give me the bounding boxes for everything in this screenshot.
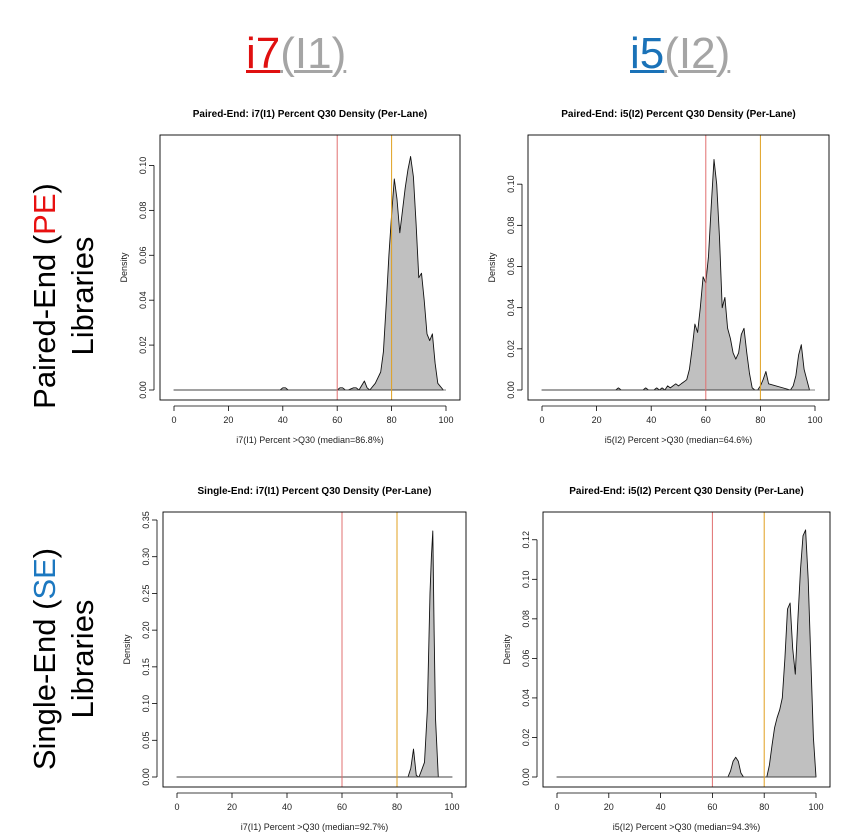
row-header-paired-end-line1: Paired-End (PE) [27,183,62,409]
x-tick-label: 80 [755,415,765,425]
x-tick-label: 40 [278,415,288,425]
x-tick-label: 60 [701,415,711,425]
x-tick-label: 100 [808,802,823,812]
i7-label: i7 [246,29,281,78]
x-axis-label: i5(I2) Percent >Q30 (median=94.3%) [613,822,761,832]
x-tick-label: 20 [592,415,602,425]
x-tick-label: 20 [227,802,237,812]
y-tick-label: 0.10 [141,695,151,713]
row-header-paired-end: Paired-End (PE) Libraries [26,146,102,446]
y-tick-label: 0.06 [138,247,148,265]
y-tick-label: 0.04 [521,689,531,707]
plot-frame [527,134,830,401]
density-chart-pe-i5: Paired-End: i5(I2) Percent Q30 Density (… [487,109,830,445]
x-tick-label: 0 [174,802,179,812]
x-tick-label: 20 [604,802,614,812]
x-tick-label: 100 [807,415,822,425]
chart-title: Paired-End: i7(I1) Percent Q30 Density (… [193,109,428,120]
y-tick-label: 0.10 [506,175,516,193]
x-tick-label: 60 [337,802,347,812]
plot-frame [542,511,831,788]
x-tick-label: 100 [444,802,459,812]
y-tick-label: 0.10 [138,157,148,175]
x-tick-label: 80 [387,415,397,425]
x-tick-label: 40 [656,802,666,812]
x-tick-label: 100 [438,415,453,425]
x-tick-label: 80 [759,802,769,812]
x-tick-label: 0 [539,415,544,425]
x-tick-label: 20 [223,415,233,425]
y-tick-label: 0.12 [521,531,531,549]
row-header-single-end-line1: Single-End (SE) [27,547,62,771]
density-area [541,159,810,391]
y-tick-label: 0.04 [506,299,516,317]
row-header-single-end: Single-End (SE) Libraries [26,509,102,809]
plot-frame [159,134,461,401]
y-axis-label: Density [119,252,129,283]
y-tick-label: 0.04 [138,291,148,309]
chart-title: Single-End: i7(I1) Percent Q30 Density (… [198,486,432,497]
x-tick-label: 40 [282,802,292,812]
chart-title: Paired-End: i5(I2) Percent Q30 Density (… [561,109,796,120]
y-tick-label: 0.00 [141,768,151,786]
density-area [176,530,453,778]
x-tick-label: 0 [554,802,559,812]
i5-label: i5 [630,29,665,78]
y-tick-label: 0.06 [506,258,516,276]
y-tick-label: 0.20 [141,621,151,639]
y-tick-label: 0.05 [141,732,151,750]
x-tick-label: 0 [171,415,176,425]
density-chart-se-i7: Single-End: i7(I1) Percent Q30 Density (… [122,486,467,832]
density-area [556,529,817,778]
x-tick-label: 80 [392,802,402,812]
y-tick-label: 0.25 [141,585,151,603]
x-tick-label: 60 [707,802,717,812]
y-tick-label: 0.35 [141,511,151,529]
y-axis-label: Density [487,252,497,283]
x-tick-label: 40 [646,415,656,425]
y-axis-label: Density [122,634,132,665]
y-tick-label: 0.02 [138,336,148,354]
y-axis-label: Density [502,634,512,665]
y-tick-label: 0.06 [521,650,531,668]
x-tick-label: 60 [332,415,342,425]
y-tick-label: 0.02 [506,340,516,358]
y-tick-label: 0.08 [506,217,516,235]
x-axis-label: i7(I1) Percent >Q30 (median=86.8%) [236,435,384,445]
y-tick-label: 0.08 [138,202,148,220]
y-tick-label: 0.30 [141,548,151,566]
density-chart-se-i5-paired-title: Paired-End: i5(I2) Percent Q30 Density (… [502,486,831,832]
y-tick-label: 0.02 [521,729,531,747]
column-header-i7: i7(I1) [246,26,346,82]
y-tick-label: 0.08 [521,610,531,628]
y-tick-label: 0.15 [141,658,151,676]
x-axis-label: i5(I2) Percent >Q30 (median=64.6%) [605,435,753,445]
y-tick-label: 0.10 [521,571,531,589]
y-tick-label: 0.00 [138,381,148,399]
y-tick-label: 0.00 [521,768,531,786]
row-header-single-end-line2: Libraries [65,599,100,719]
i2-label: (I2) [664,29,731,78]
i1-label: (I1) [280,29,347,78]
density-area [173,156,444,391]
chart-title: Paired-End: i5(I2) Percent Q30 Density (… [569,486,804,497]
x-axis-label: i7(I1) Percent >Q30 (median=92.7%) [241,822,389,832]
y-tick-label: 0.00 [506,381,516,399]
row-header-paired-end-line2: Libraries [65,236,100,356]
column-header-i5: i5(I2) [630,26,730,82]
plot-frame [162,511,467,788]
density-chart-pe-i7: Paired-End: i7(I1) Percent Q30 Density (… [119,109,461,445]
